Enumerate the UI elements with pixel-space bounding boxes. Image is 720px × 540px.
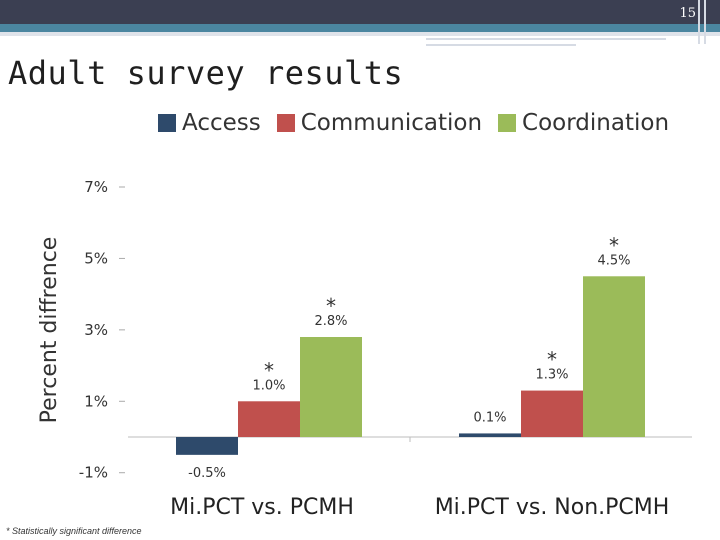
data-label: 4.5% [597, 253, 630, 268]
y-tick-label: 3% [84, 321, 108, 339]
x-category-label: Mi.PCT vs. Non.PCMH [435, 495, 670, 520]
slide-number: 15 [679, 6, 696, 21]
y-tick-label: 1% [84, 392, 108, 410]
significance-star: * [326, 294, 336, 318]
legend-item-access: Access [158, 110, 261, 136]
legend-swatch-coordination [498, 114, 517, 132]
legend-swatch-communication [276, 114, 295, 132]
data-label: 0.1% [473, 410, 506, 425]
chart-legend: Access Communication Coordination [158, 110, 685, 136]
slide-top-stripe [0, 24, 720, 32]
y-axis-title: Percent diffrence [37, 237, 62, 424]
y-tick-label: 5% [84, 249, 108, 267]
data-label: 1.3% [535, 368, 568, 383]
x-category-label: Mi.PCT vs. PCMH [170, 495, 354, 520]
legend-label-coordination: Coordination [522, 110, 670, 136]
slide-top-bar [0, 0, 720, 24]
legend-item-coordination: Coordination [498, 110, 669, 136]
legend-item-communication: Communication [276, 110, 483, 136]
bar-access-1 [176, 437, 238, 455]
legend-swatch-access [158, 114, 176, 132]
y-tick-label: 7% [84, 178, 108, 196]
bar-communication-2 [521, 390, 583, 437]
data-label: 1.0% [252, 378, 285, 393]
legend-label-access: Access [182, 110, 261, 136]
legend-label-communication: Communication [300, 110, 483, 136]
slide-top-stripe-light [0, 32, 720, 36]
decorative-line [426, 44, 576, 46]
y-tick-label: -1% [79, 464, 108, 482]
data-label: 2.8% [314, 314, 347, 329]
significance-star: * [547, 348, 557, 372]
data-label: -0.5% [188, 466, 226, 481]
decorative-line [704, 0, 706, 44]
bar-access-2 [459, 433, 521, 437]
bar-coordination-1 [300, 337, 362, 437]
significance-star: * [609, 233, 619, 257]
decorative-line [698, 0, 700, 44]
bar-communication-1 [238, 401, 300, 437]
footnote: * Statistically significant difference [6, 526, 142, 536]
page-title: Adult survey results [8, 54, 404, 92]
bar-coordination-2 [583, 276, 645, 437]
decorative-line [426, 38, 666, 40]
significance-star: * [264, 358, 274, 382]
